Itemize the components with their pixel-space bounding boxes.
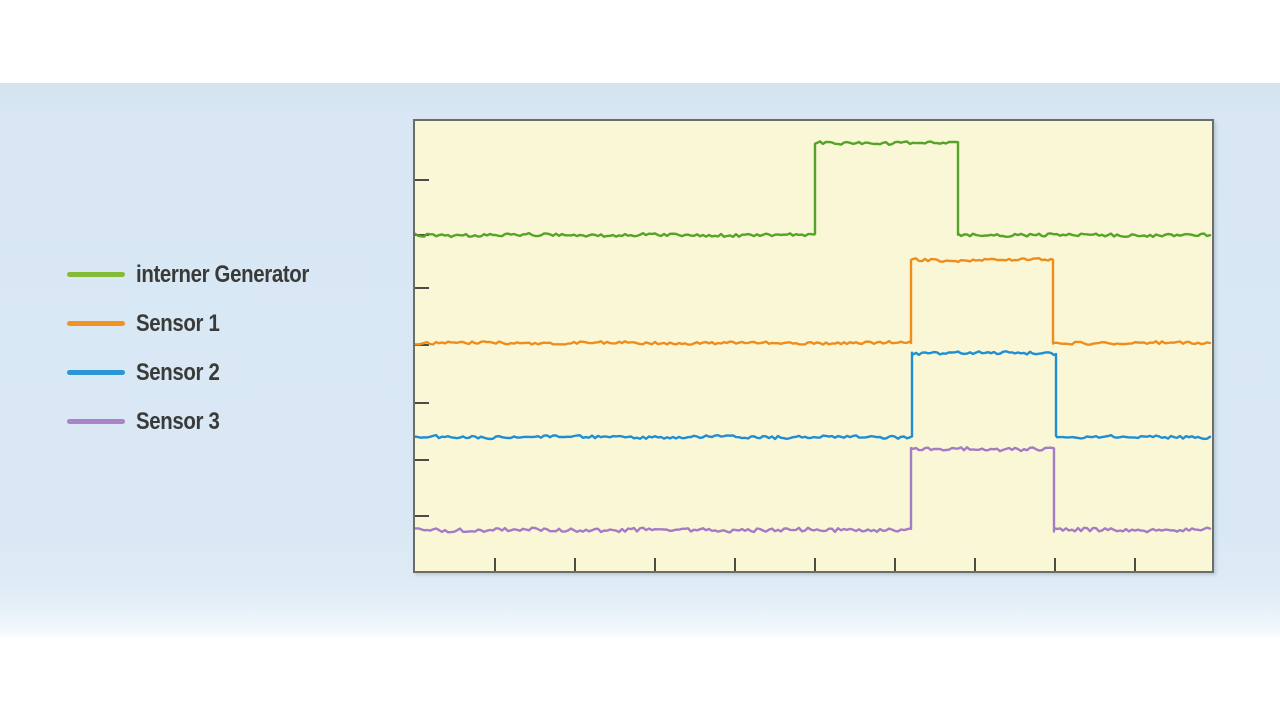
trace-interner-generator <box>415 140 1212 239</box>
trace-sensor-2 <box>415 350 1212 441</box>
legend: interner Generator Sensor 1 Sensor 2 Sen… <box>67 250 340 446</box>
legend-label-generator: interner Generator <box>136 260 310 288</box>
legend-label-sensor2: Sensor 2 <box>136 358 220 386</box>
legend-item-generator: interner Generator <box>67 250 340 299</box>
sensor1-color-swatch <box>67 321 125 326</box>
legend-label-sensor3: Sensor 3 <box>136 407 220 435</box>
generator-color-swatch <box>67 272 125 277</box>
trace-sensor-3 <box>415 446 1212 534</box>
sensor3-color-swatch <box>67 419 125 424</box>
legend-label-sensor1: Sensor 1 <box>136 309 220 337</box>
signal-chart <box>415 140 1212 571</box>
figure-panel: interner Generator Sensor 1 Sensor 2 Sen… <box>0 83 1280 639</box>
legend-item-sensor3: Sensor 3 <box>67 397 340 446</box>
legend-item-sensor2: Sensor 2 <box>67 348 340 397</box>
legend-item-sensor1: Sensor 1 <box>67 299 340 348</box>
trace-sensor-1 <box>415 256 1212 346</box>
plot-area <box>413 119 1214 573</box>
sensor2-color-swatch <box>67 370 125 375</box>
